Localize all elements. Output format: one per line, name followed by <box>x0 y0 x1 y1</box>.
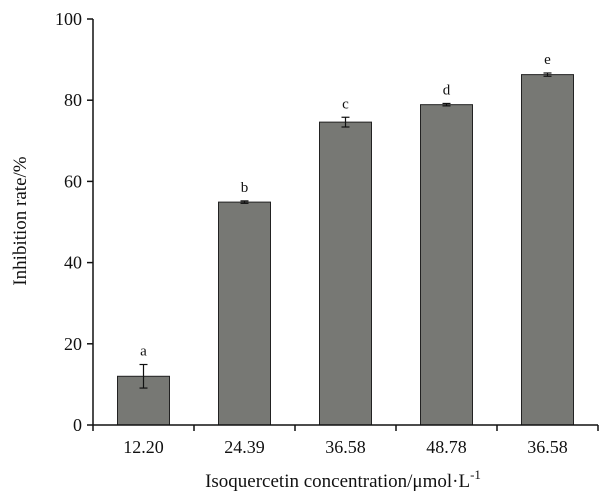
significance-letter: a <box>140 344 147 360</box>
y-tick-label: 40 <box>64 253 82 273</box>
x-tick-label: 36.58 <box>527 437 568 457</box>
axes-layer <box>92 19 598 426</box>
significance-letter: e <box>544 52 551 68</box>
x-ticks-layer: 12.20 24.39 36.58 48.78 36.58 <box>92 425 599 457</box>
x-axis-title-main: Isoquercetin concentration/μmol·L <box>205 471 470 492</box>
bar <box>319 121 372 426</box>
significance-letter: c <box>342 96 349 112</box>
x-tick-label: 24.39 <box>224 437 265 457</box>
x-axis-title: Isoquercetin concentration/μmol·L-1 <box>205 467 481 492</box>
bar <box>218 201 271 426</box>
y-tick-label: 60 <box>64 171 82 191</box>
y-tick-label: 80 <box>64 90 82 110</box>
error-bar <box>240 200 249 204</box>
y-ticks-layer: 0 20 40 60 80 100 <box>55 9 93 435</box>
y-axis-title: Inhibition rate/% <box>10 156 31 285</box>
error-bar <box>543 72 552 77</box>
y-tick-label: 100 <box>55 9 82 29</box>
error-bar <box>139 363 148 389</box>
y-tick-label: 20 <box>64 334 82 354</box>
error-bars-layer <box>139 72 552 389</box>
y-tick-label: 0 <box>73 415 82 435</box>
x-tick-label: 12.20 <box>123 437 164 457</box>
x-tick-label: 36.58 <box>325 437 366 457</box>
bar <box>521 74 574 426</box>
significance-letters-layer: a b c d e <box>140 52 551 360</box>
error-bar <box>341 116 350 128</box>
x-tick-label: 48.78 <box>426 437 467 457</box>
significance-letter: b <box>241 180 249 196</box>
error-bar <box>442 102 451 107</box>
bar <box>420 104 473 426</box>
x-axis-title-superscript: -1 <box>470 467 481 482</box>
significance-letter: d <box>443 82 451 98</box>
